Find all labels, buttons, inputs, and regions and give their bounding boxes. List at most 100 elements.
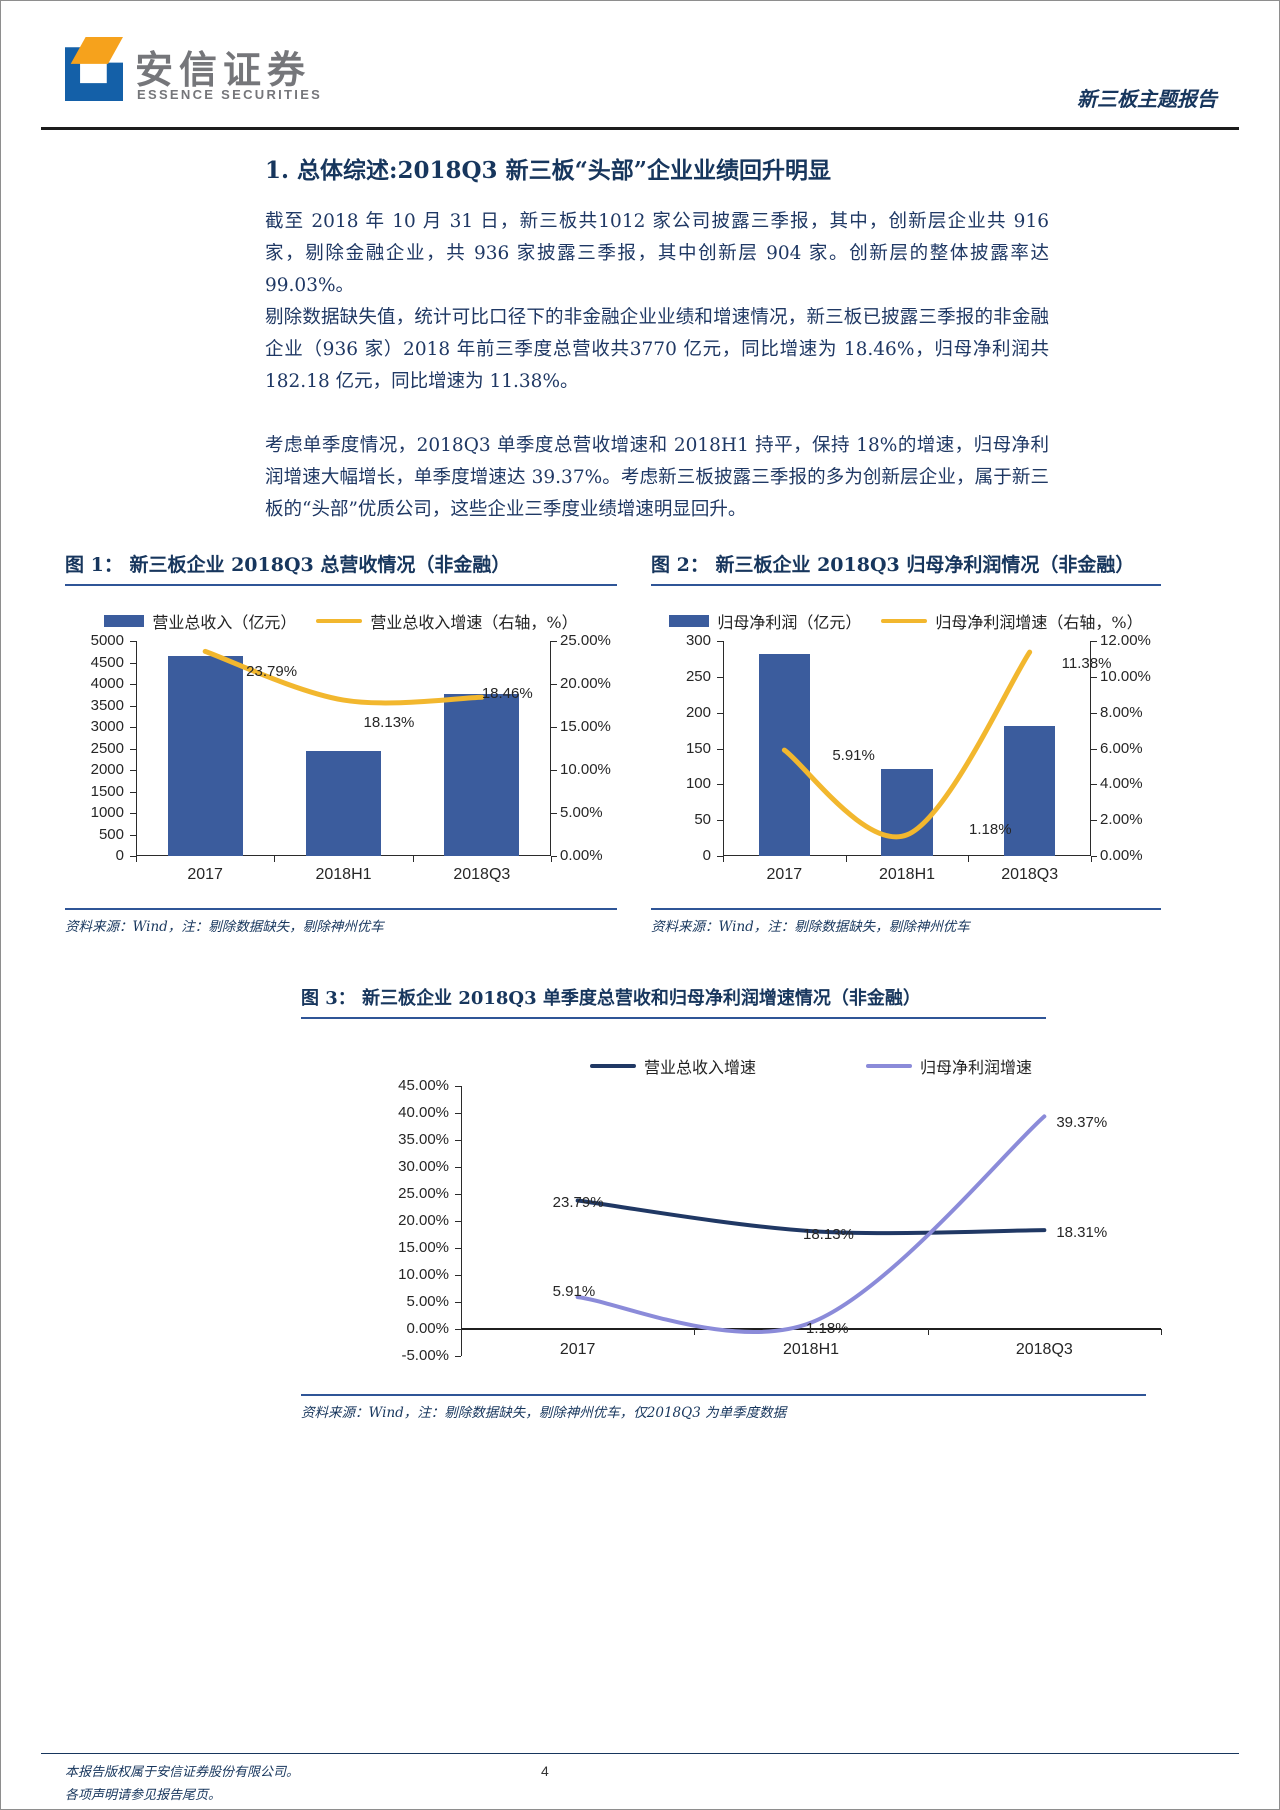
figure-3-chart: 45.00% 40.00% 35.00% 30.00% 25.00% 20.00% 15.0… bbox=[301, 1077, 1162, 1384]
figure-2-title: 图 2： 新三板企业 2018Q3 归母净利润情况（非金融） bbox=[651, 553, 1161, 586]
figure-2: 图 2： 新三板企业 2018Q3 归母净利润情况（非金融） 归母净利润（亿元）… bbox=[651, 553, 1161, 935]
left-axis-tick bbox=[455, 1302, 461, 1303]
line-series-0 bbox=[575, 1198, 1047, 1236]
left-axis-tick bbox=[130, 641, 136, 642]
copyright-line-2: 各项声明请参见报告尾页。 bbox=[65, 1788, 222, 1803]
left-axis-tick bbox=[455, 1356, 461, 1357]
figure-2-chart: 300 250 200 150 100 50 0 12.00% 10.00% 8.00% 6.00%… bbox=[651, 632, 1161, 896]
right-axis-tick-label: 2.00% bbox=[1100, 811, 1143, 829]
right-axis-tick bbox=[551, 813, 557, 814]
legend-label: 归母净利润增速（右轴，%） bbox=[935, 613, 1143, 632]
legend-line-swatch bbox=[589, 1064, 636, 1068]
brand-name-cn: 安信证券 bbox=[135, 50, 312, 92]
data-point-label: 18.31% bbox=[1056, 1224, 1108, 1242]
x-category-label: 2018H1 bbox=[782, 1341, 840, 1358]
source-text: 资料来源：Wind，注：剔除数据缺失，剔除神州优车 bbox=[651, 919, 970, 935]
x-category-label: 2017 bbox=[766, 866, 803, 883]
left-axis-tick bbox=[717, 784, 723, 786]
figure-3-title: 图 3： 新三板企业 2018Q3 单季度总营收和归母净利润增速情况（非金融） bbox=[301, 986, 1046, 1019]
left-axis-tick-label: 300 bbox=[685, 632, 711, 649]
legend-item: 归母净利润增速 bbox=[866, 1054, 1032, 1078]
right-axis-tick-label: 4.00% bbox=[1100, 775, 1143, 793]
right-axis-tick-label: 0.00% bbox=[1100, 847, 1143, 864]
line-path bbox=[781, 649, 1033, 840]
category-boundary-tick bbox=[723, 856, 724, 862]
left-axis-tick-label: 4500 bbox=[90, 653, 124, 671]
line-path bbox=[575, 1198, 1047, 1236]
data-point-label: 1.18% bbox=[969, 820, 1012, 838]
page-number: 4 bbox=[541, 1763, 549, 1779]
section-title: 1. 总体综述:2018Q3 新三板“头部”企业业绩回升明显 bbox=[265, 157, 832, 184]
copyright-note: 本报告版权属于安信证券股份有限公司。 各项声明请参见报告尾页。 bbox=[65, 1761, 299, 1807]
category-boundary-tick bbox=[845, 856, 847, 862]
essence-securities-logo bbox=[65, 37, 123, 101]
left-axis-tick bbox=[130, 856, 136, 857]
left-axis-tick-label: -5.00% bbox=[401, 1347, 449, 1364]
left-axis-tick-label: 3000 bbox=[90, 718, 124, 735]
legend-label: 营业总收入增速 bbox=[643, 1058, 756, 1077]
left-axis-tick-label: 200 bbox=[685, 703, 711, 721]
right-axis-tick bbox=[1091, 676, 1097, 678]
left-axis-tick-label: 20.00% bbox=[398, 1212, 449, 1229]
figure-1-source: 资料来源：Wind，注：剔除数据缺失，剔除神州优车 bbox=[65, 908, 617, 935]
right-axis-tick bbox=[1091, 641, 1097, 642]
left-axis-tick-label: 2000 bbox=[90, 761, 124, 778]
x-category-label: 2018H1 bbox=[315, 866, 372, 883]
left-axis-tick-label: 0 bbox=[115, 847, 124, 864]
data-point-label: 18.13% bbox=[363, 714, 415, 732]
figure-3-source: 资料来源：Wind，注：剔除数据缺失，剔除神州优车，仅2018Q3 为单季度数据 bbox=[301, 1394, 1146, 1421]
left-axis-tick-label: 100 bbox=[685, 775, 711, 793]
left-axis-tick bbox=[130, 727, 136, 728]
legend-bar-swatch bbox=[104, 615, 145, 627]
data-point-label: 5.91% bbox=[832, 747, 875, 765]
paragraph-3: 考虑单季度情况，2018Q3 单季度总营收增速和 2018H1 持平，保持 18… bbox=[265, 435, 1049, 520]
x-category-label: 2017 bbox=[187, 866, 223, 883]
legend-label: 归母净利润增速 bbox=[920, 1058, 1033, 1077]
x-category-label: 2018Q3 bbox=[453, 866, 511, 883]
left-axis-tick bbox=[130, 662, 136, 664]
data-point-label: 39.37% bbox=[1056, 1114, 1108, 1132]
legend-line-swatch bbox=[866, 1064, 912, 1068]
right-axis-tick bbox=[551, 727, 557, 728]
report-type-label: 新三板主题报告 bbox=[1077, 87, 1217, 111]
legend-item: 营业总收入（亿元） bbox=[104, 609, 296, 633]
left-axis-tick-label: 15.00% bbox=[398, 1239, 449, 1256]
left-axis-tick bbox=[455, 1167, 461, 1168]
source-text: 资料来源：Wind，注：剔除数据缺失，剔除神州优车 bbox=[65, 919, 384, 935]
left-axis-tick-label: 5000 bbox=[90, 632, 124, 649]
left-axis-tick bbox=[130, 705, 136, 707]
legend-label: 归母净利润（亿元） bbox=[717, 613, 862, 632]
legend-bar-swatch bbox=[669, 615, 710, 627]
line-path bbox=[575, 1114, 1047, 1334]
left-axis-tick-label: 3500 bbox=[90, 696, 124, 714]
source-text: 资料来源：Wind，注：剔除数据缺失，剔除神州优车，仅2018Q3 为单季度数据 bbox=[301, 1405, 787, 1421]
category-boundary-tick bbox=[136, 856, 137, 862]
left-axis-tick bbox=[717, 712, 723, 714]
right-axis-tick-label: 8.00% bbox=[1100, 703, 1143, 721]
data-point-label: 18.13% bbox=[803, 1226, 854, 1244]
right-axis-tick bbox=[1091, 856, 1097, 857]
data-point-label: 23.79% bbox=[552, 1193, 604, 1211]
line-series-0 bbox=[202, 648, 485, 706]
left-axis-tick-label: 50 bbox=[694, 811, 711, 829]
data-point-label: 1.18% bbox=[806, 1319, 849, 1337]
right-axis-tick-label: 15.00% bbox=[560, 718, 611, 735]
category-boundary-tick bbox=[694, 1329, 696, 1335]
legend-item: 归母净利润增速（右轴，%） bbox=[881, 609, 1143, 633]
bar-2018Q3 bbox=[444, 693, 520, 856]
left-axis-tick bbox=[455, 1113, 461, 1114]
left-axis-tick bbox=[130, 770, 136, 771]
right-axis-tick bbox=[551, 856, 557, 857]
figure-1: 图 1： 新三板企业 2018Q3 总营收情况（非金融） 营业总收入（亿元） 营业… bbox=[65, 553, 617, 935]
left-axis-tick-label: 40.00% bbox=[398, 1104, 449, 1121]
bar-2018Q3 bbox=[1003, 725, 1056, 856]
header-divider bbox=[41, 127, 1239, 130]
line-series-1 bbox=[575, 1114, 1047, 1334]
category-boundary-tick bbox=[551, 856, 552, 862]
legend-line-swatch bbox=[881, 619, 928, 623]
category-boundary-tick bbox=[968, 856, 970, 862]
left-axis-tick-label: 500 bbox=[98, 825, 124, 843]
left-axis-tick-label: 30.00% bbox=[398, 1158, 449, 1175]
figure-3: 图 3： 新三板企业 2018Q3 单季度总营收和归母净利润增速情况（非金融） … bbox=[301, 986, 1162, 1421]
left-axis-tick-label: 250 bbox=[685, 667, 711, 685]
